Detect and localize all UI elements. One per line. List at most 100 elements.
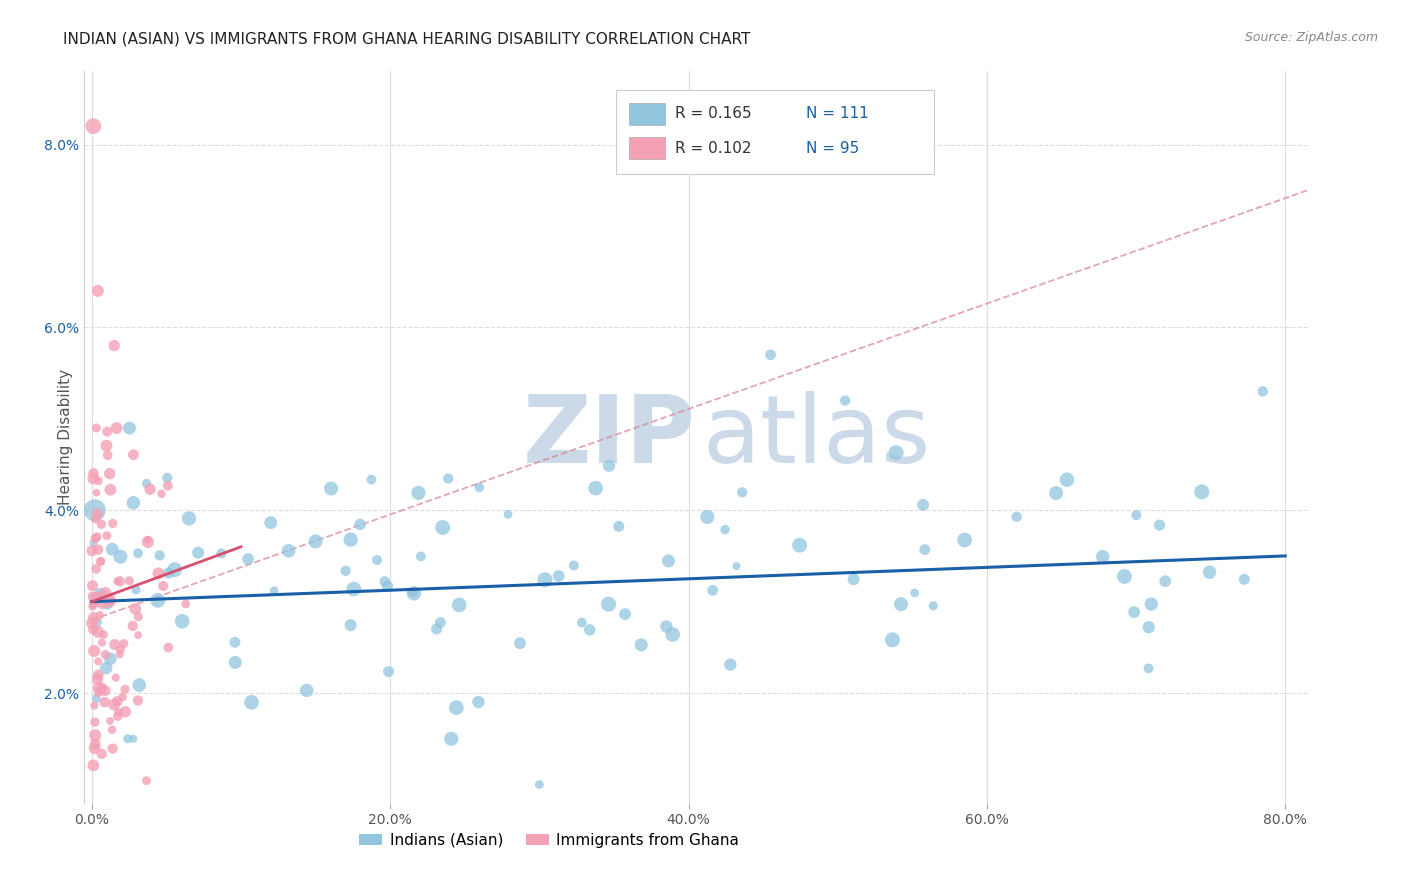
Point bbox=[335, 564, 357, 578]
Point bbox=[84, 714, 107, 729]
Point bbox=[84, 421, 107, 435]
Point bbox=[118, 574, 141, 588]
Point bbox=[89, 555, 111, 569]
Point bbox=[84, 562, 107, 576]
Point bbox=[349, 517, 371, 532]
Point bbox=[101, 723, 124, 737]
Point bbox=[884, 446, 907, 460]
Point bbox=[1123, 605, 1146, 619]
Point bbox=[437, 471, 460, 485]
Point bbox=[1056, 473, 1078, 487]
Point bbox=[80, 589, 103, 603]
Point bbox=[834, 393, 856, 408]
Point bbox=[96, 598, 118, 612]
Point bbox=[103, 338, 125, 352]
Point bbox=[146, 593, 169, 607]
Point bbox=[122, 448, 145, 462]
Point bbox=[136, 533, 159, 547]
Point bbox=[1198, 565, 1220, 579]
Point bbox=[136, 535, 159, 549]
Point bbox=[94, 648, 117, 662]
Point bbox=[547, 569, 569, 583]
Point bbox=[426, 622, 449, 636]
Point bbox=[98, 595, 121, 609]
Point bbox=[211, 546, 233, 560]
Point bbox=[89, 608, 111, 623]
Point bbox=[1149, 518, 1171, 533]
Point bbox=[105, 574, 128, 589]
Point bbox=[83, 467, 105, 481]
Point bbox=[97, 448, 120, 462]
Point bbox=[446, 700, 468, 714]
Point bbox=[80, 543, 103, 558]
Point bbox=[84, 592, 107, 607]
Point bbox=[87, 474, 110, 488]
Point bbox=[157, 566, 180, 580]
Point bbox=[90, 554, 112, 568]
Point bbox=[529, 778, 551, 792]
Point bbox=[100, 652, 122, 666]
Text: N = 95: N = 95 bbox=[806, 141, 859, 156]
Point bbox=[127, 628, 149, 642]
Point bbox=[80, 616, 103, 631]
Point bbox=[98, 714, 121, 728]
Point bbox=[87, 655, 110, 669]
Text: Source: ZipAtlas.com: Source: ZipAtlas.com bbox=[1244, 31, 1378, 45]
Point bbox=[374, 574, 396, 589]
Point bbox=[953, 533, 976, 547]
Point bbox=[105, 421, 128, 435]
Point bbox=[304, 534, 326, 549]
Point bbox=[87, 284, 110, 298]
Point bbox=[1154, 574, 1177, 589]
Point bbox=[112, 637, 135, 651]
Point bbox=[156, 471, 179, 485]
Point bbox=[468, 480, 491, 494]
Point bbox=[122, 496, 145, 510]
Point bbox=[1091, 549, 1114, 564]
Point bbox=[534, 573, 557, 587]
Point bbox=[163, 563, 186, 577]
Point bbox=[105, 694, 128, 708]
Point bbox=[1005, 509, 1028, 524]
Point bbox=[912, 498, 935, 512]
Point bbox=[107, 709, 129, 723]
Point bbox=[882, 632, 904, 647]
Point bbox=[172, 614, 194, 628]
Point bbox=[714, 523, 737, 537]
FancyBboxPatch shape bbox=[616, 90, 935, 174]
Point bbox=[177, 511, 200, 525]
Text: atlas: atlas bbox=[702, 391, 931, 483]
Point bbox=[91, 681, 114, 695]
Point bbox=[343, 582, 366, 596]
Point bbox=[1045, 486, 1067, 500]
Point bbox=[135, 476, 157, 491]
Point bbox=[104, 638, 127, 652]
Point bbox=[128, 678, 150, 692]
Point bbox=[607, 519, 630, 533]
Point bbox=[101, 542, 124, 557]
Point bbox=[94, 683, 117, 698]
Point bbox=[157, 640, 180, 655]
Point bbox=[904, 586, 927, 600]
Point bbox=[509, 636, 531, 650]
Point bbox=[614, 607, 637, 621]
Point bbox=[914, 542, 936, 557]
Point bbox=[87, 668, 110, 682]
Point bbox=[110, 642, 132, 657]
Point bbox=[890, 597, 912, 611]
FancyBboxPatch shape bbox=[628, 137, 665, 159]
Point bbox=[240, 695, 263, 709]
Point bbox=[108, 648, 131, 662]
Point bbox=[377, 579, 399, 593]
Point bbox=[90, 517, 112, 532]
Text: R = 0.165: R = 0.165 bbox=[675, 106, 752, 121]
Point bbox=[89, 587, 111, 601]
Point bbox=[135, 773, 157, 788]
Point bbox=[1114, 569, 1136, 583]
Text: ZIP: ZIP bbox=[523, 391, 696, 483]
Point bbox=[84, 728, 107, 742]
Point bbox=[107, 706, 129, 720]
Point bbox=[94, 586, 117, 600]
Point bbox=[139, 482, 162, 496]
Y-axis label: Hearing Disability: Hearing Disability bbox=[58, 369, 73, 505]
